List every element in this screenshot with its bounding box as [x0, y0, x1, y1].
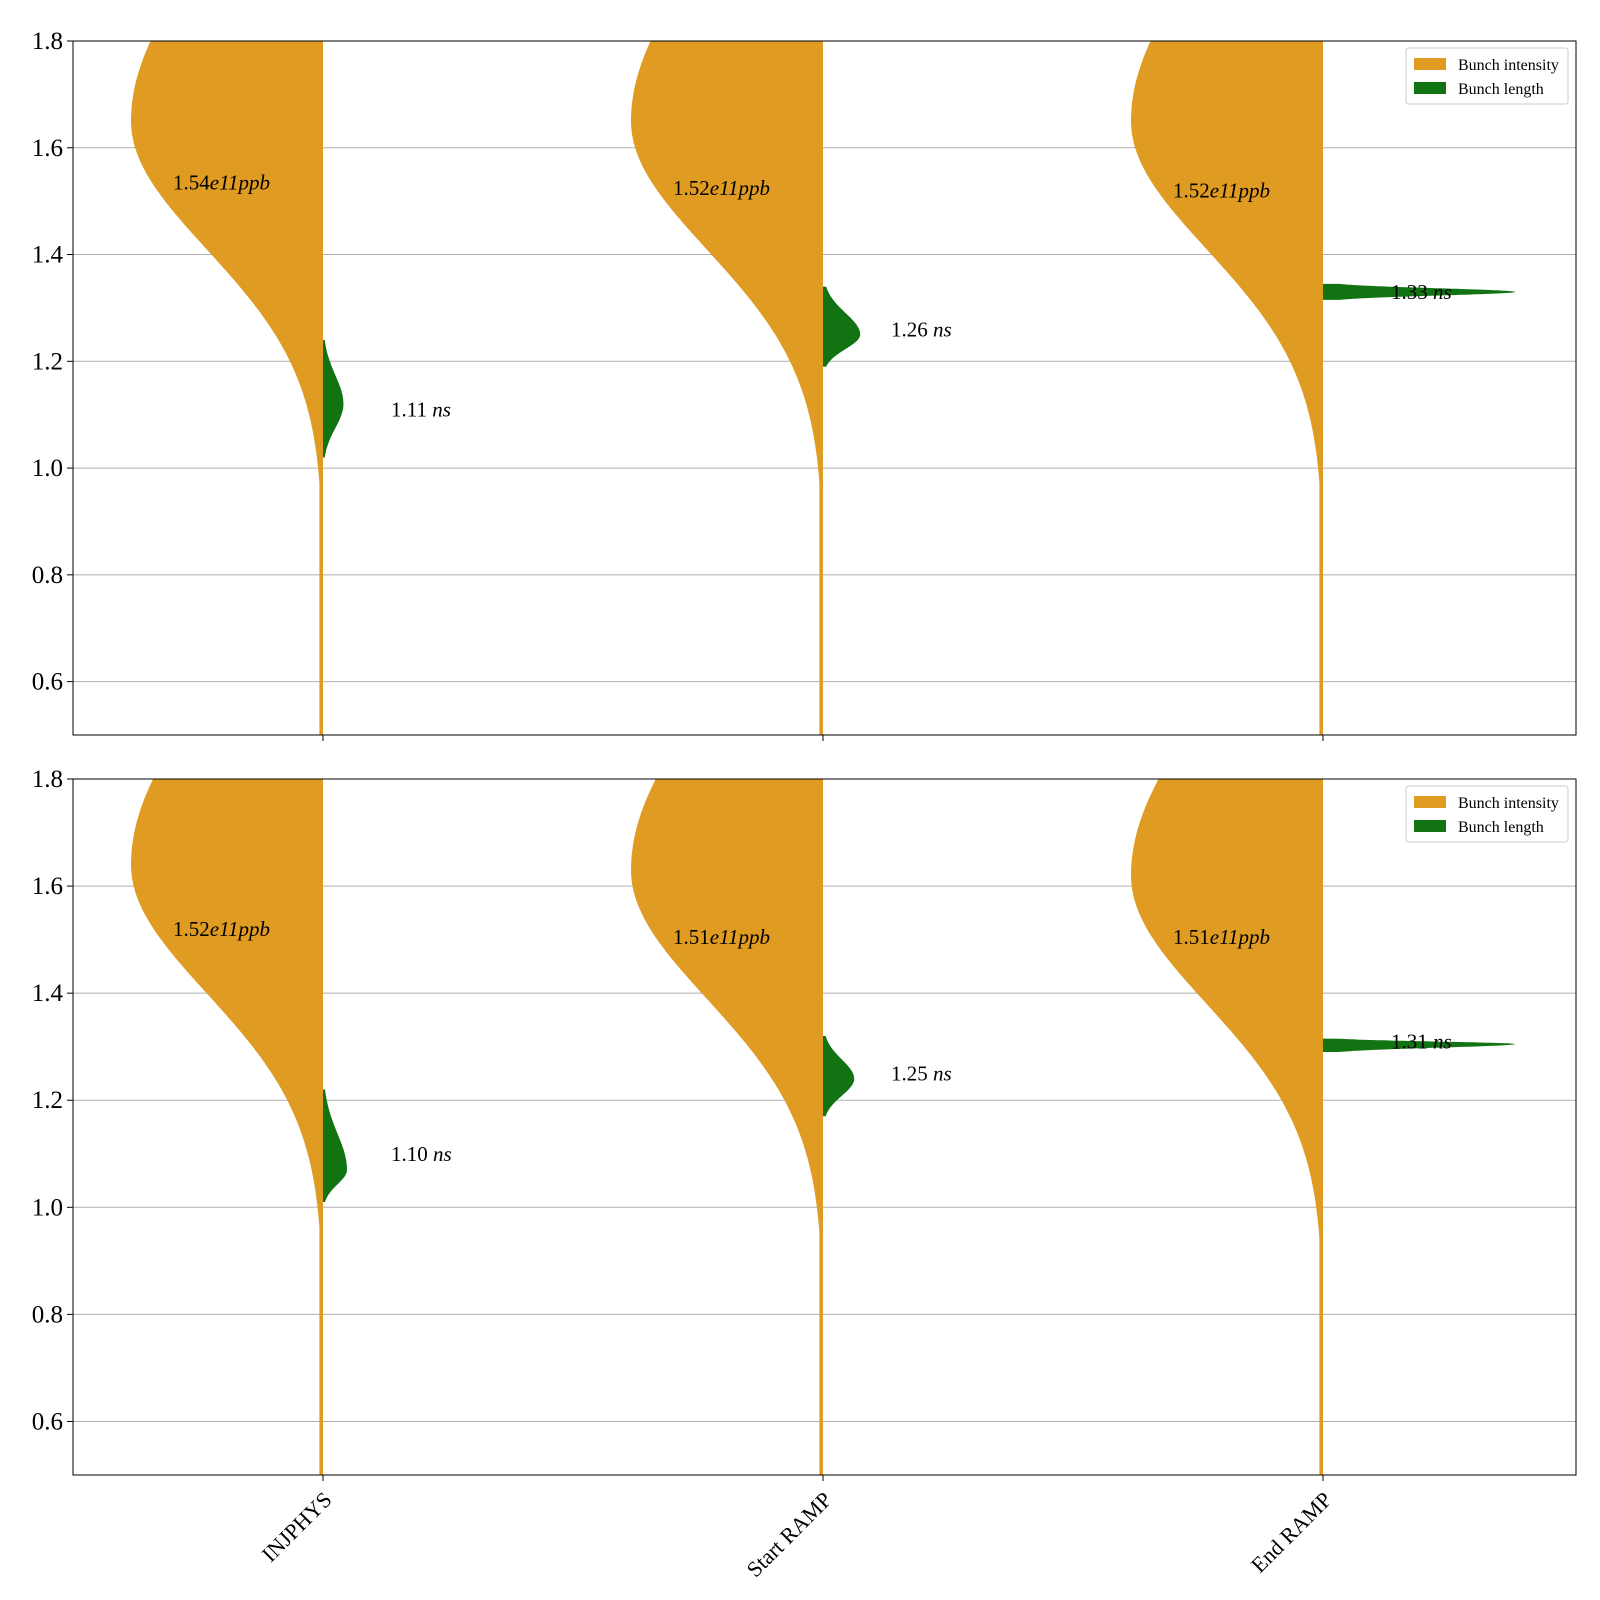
- y-tick-label: 0.8: [32, 562, 63, 589]
- length-annotation: 1.11 ns: [391, 397, 451, 421]
- legend-label: Bunch intensity: [1458, 795, 1559, 812]
- y-tick-label: 1.0: [32, 455, 63, 482]
- intensity-annotation: 1.54e11ppb: [173, 170, 270, 194]
- legend-box: [1405, 47, 1569, 105]
- y-tick-label: 0.6: [32, 669, 63, 696]
- plot-area: [131, 41, 1515, 735]
- y-tick-label: 1.2: [32, 348, 63, 375]
- y-tick-label: 1.8: [32, 766, 63, 793]
- panel-1: 0.6 0.8 1.0 1.2 1.4 1.6 1.8 1.54e11ppb 1.52e11pp…: [32, 28, 1577, 741]
- plot-area: [131, 779, 1515, 1475]
- length-violin-start-ramp: [823, 1035, 855, 1117]
- legend-box: [1405, 785, 1569, 843]
- legend-swatch: [1414, 820, 1446, 832]
- y-tick-label: 0.8: [32, 1301, 63, 1328]
- intensity-annotation: 1.52e11ppb: [673, 176, 770, 200]
- y-tick-label: 1.6: [32, 873, 63, 900]
- legend-swatch: [1414, 58, 1446, 70]
- intensity-annotation: 1.52e11ppb: [173, 917, 270, 941]
- length-violin-end-ramp: [1323, 283, 1515, 300]
- legend-label: Bunch length: [1458, 819, 1544, 836]
- y-tick-label: 0.6: [32, 1408, 63, 1435]
- length-annotation: 1.26 ns: [891, 317, 952, 341]
- y-tick-label: 1.2: [32, 1087, 63, 1114]
- legend-swatch: [1414, 82, 1446, 94]
- legend-label: Bunch intensity: [1458, 57, 1559, 74]
- legend: Bunch intensity Bunch length: [1405, 785, 1569, 843]
- intensity-violin-injphys: [131, 41, 323, 735]
- panels: 0.6 0.8 1.0 1.2 1.4 1.6 1.8 1.54e11ppb 1.52e11pp…: [32, 28, 1577, 1582]
- y-tick-label: 1.6: [32, 135, 63, 162]
- y-tick-label: 1.8: [32, 28, 63, 55]
- y-tick-label: 1.4: [32, 242, 64, 269]
- length-annotation: 1.25 ns: [891, 1061, 952, 1085]
- intensity-annotation: 1.52e11ppb: [1173, 178, 1270, 202]
- x-tick-label: End RAMP: [1246, 1487, 1337, 1578]
- length-violin-injphys: [323, 339, 344, 458]
- panel-2: 0.6 0.8 1.0 1.2 1.4 1.6 1.8 1.52e11ppb 1.51e11pp…: [32, 766, 1577, 1481]
- x-tick-label: INJPHYS: [257, 1487, 337, 1567]
- length-violin-injphys: [323, 1089, 347, 1202]
- intensity-violin-injphys: [131, 779, 323, 1475]
- y-tick-label: 1.4: [32, 980, 64, 1007]
- legend-label: Bunch length: [1458, 81, 1544, 98]
- x-tick-label: Start RAMP: [741, 1487, 836, 1582]
- legend: Bunch intensity Bunch length: [1405, 47, 1569, 105]
- intensity-violin-end-ramp: [1131, 779, 1323, 1475]
- intensity-annotation: 1.51e11ppb: [1173, 925, 1270, 949]
- intensity-violin-end-ramp: [1131, 41, 1323, 735]
- intensity-violin-start-ramp: [631, 41, 823, 735]
- length-annotation: 1.10 ns: [391, 1142, 452, 1166]
- intensity-annotation: 1.51e11ppb: [673, 925, 770, 949]
- axes-frame: [72, 778, 1577, 1476]
- length-violin-start-ramp: [823, 286, 861, 367]
- legend-swatch: [1414, 796, 1446, 808]
- axes-frame: [72, 40, 1577, 736]
- intensity-violin-start-ramp: [631, 779, 823, 1475]
- y-tick-label: 1.0: [32, 1194, 63, 1221]
- length-annotation: 1.31 ns: [1391, 1029, 1452, 1053]
- length-violin-end-ramp: [1323, 1038, 1515, 1053]
- length-annotation: 1.33 ns: [1391, 280, 1452, 304]
